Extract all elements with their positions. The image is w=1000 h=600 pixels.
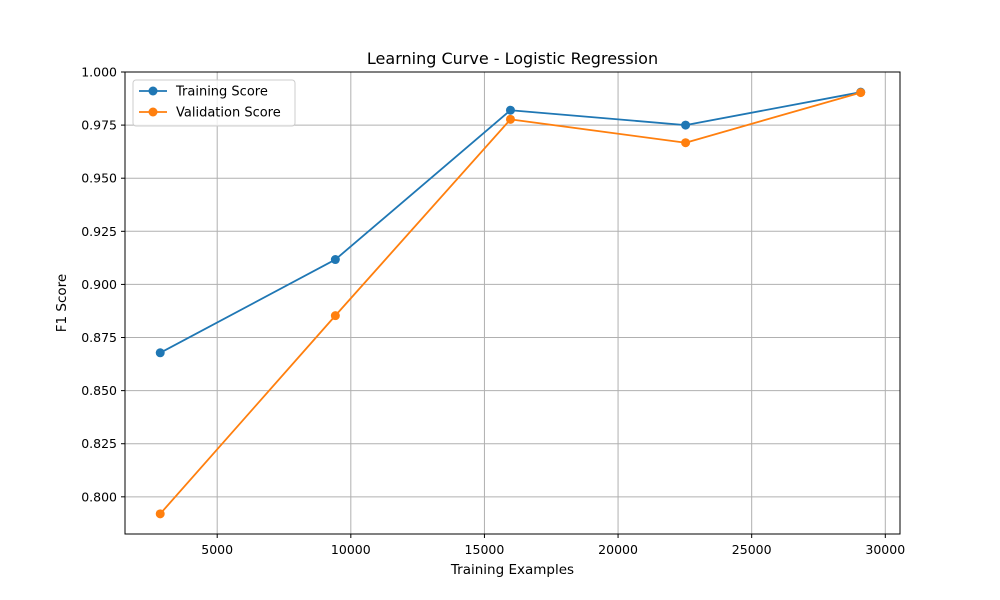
x-tick-label: 30000 xyxy=(865,542,905,557)
y-tick-label: 0.800 xyxy=(81,489,117,504)
x-tick-label: 5000 xyxy=(201,542,233,557)
data-point xyxy=(681,120,691,130)
series-layer xyxy=(155,87,866,519)
legend-label: Validation Score xyxy=(176,106,281,121)
legend-marker xyxy=(148,86,158,96)
y-tick-label: 1.000 xyxy=(81,65,117,80)
y-tick-label: 0.875 xyxy=(81,330,117,345)
legend: Training Score Validation Score xyxy=(132,79,296,127)
y-axis-label: F1 Score xyxy=(54,274,70,332)
ticks: 5000 10000 15000 20000 25000 30000 0.800 0.825 0… xyxy=(81,65,905,558)
data-point xyxy=(155,509,165,519)
y-tick-label: 0.925 xyxy=(81,224,117,239)
y-tick-label: 0.950 xyxy=(81,171,117,186)
x-axis-label: Training Examples xyxy=(450,562,574,578)
data-point xyxy=(681,138,691,148)
data-point xyxy=(856,88,866,98)
data-point xyxy=(505,114,515,124)
plot-frame xyxy=(124,71,901,535)
x-tick-label: 10000 xyxy=(331,542,371,557)
x-tick-label: 20000 xyxy=(598,542,638,557)
legend-label: Training Score xyxy=(175,85,268,100)
y-tick-label: 0.850 xyxy=(81,383,117,398)
x-tick-label: 25000 xyxy=(732,542,772,557)
legend-marker xyxy=(148,107,158,117)
data-point xyxy=(155,348,165,358)
chart-title: Learning Curve - Logistic Regression xyxy=(367,49,658,68)
legend-box xyxy=(132,79,296,127)
y-tick-label: 0.975 xyxy=(81,118,117,133)
data-point xyxy=(330,255,340,265)
data-point xyxy=(505,105,515,115)
data-point xyxy=(330,311,340,321)
x-tick-label: 15000 xyxy=(465,542,505,557)
y-tick-label: 0.900 xyxy=(81,277,117,292)
y-tick-label: 0.825 xyxy=(81,436,117,451)
